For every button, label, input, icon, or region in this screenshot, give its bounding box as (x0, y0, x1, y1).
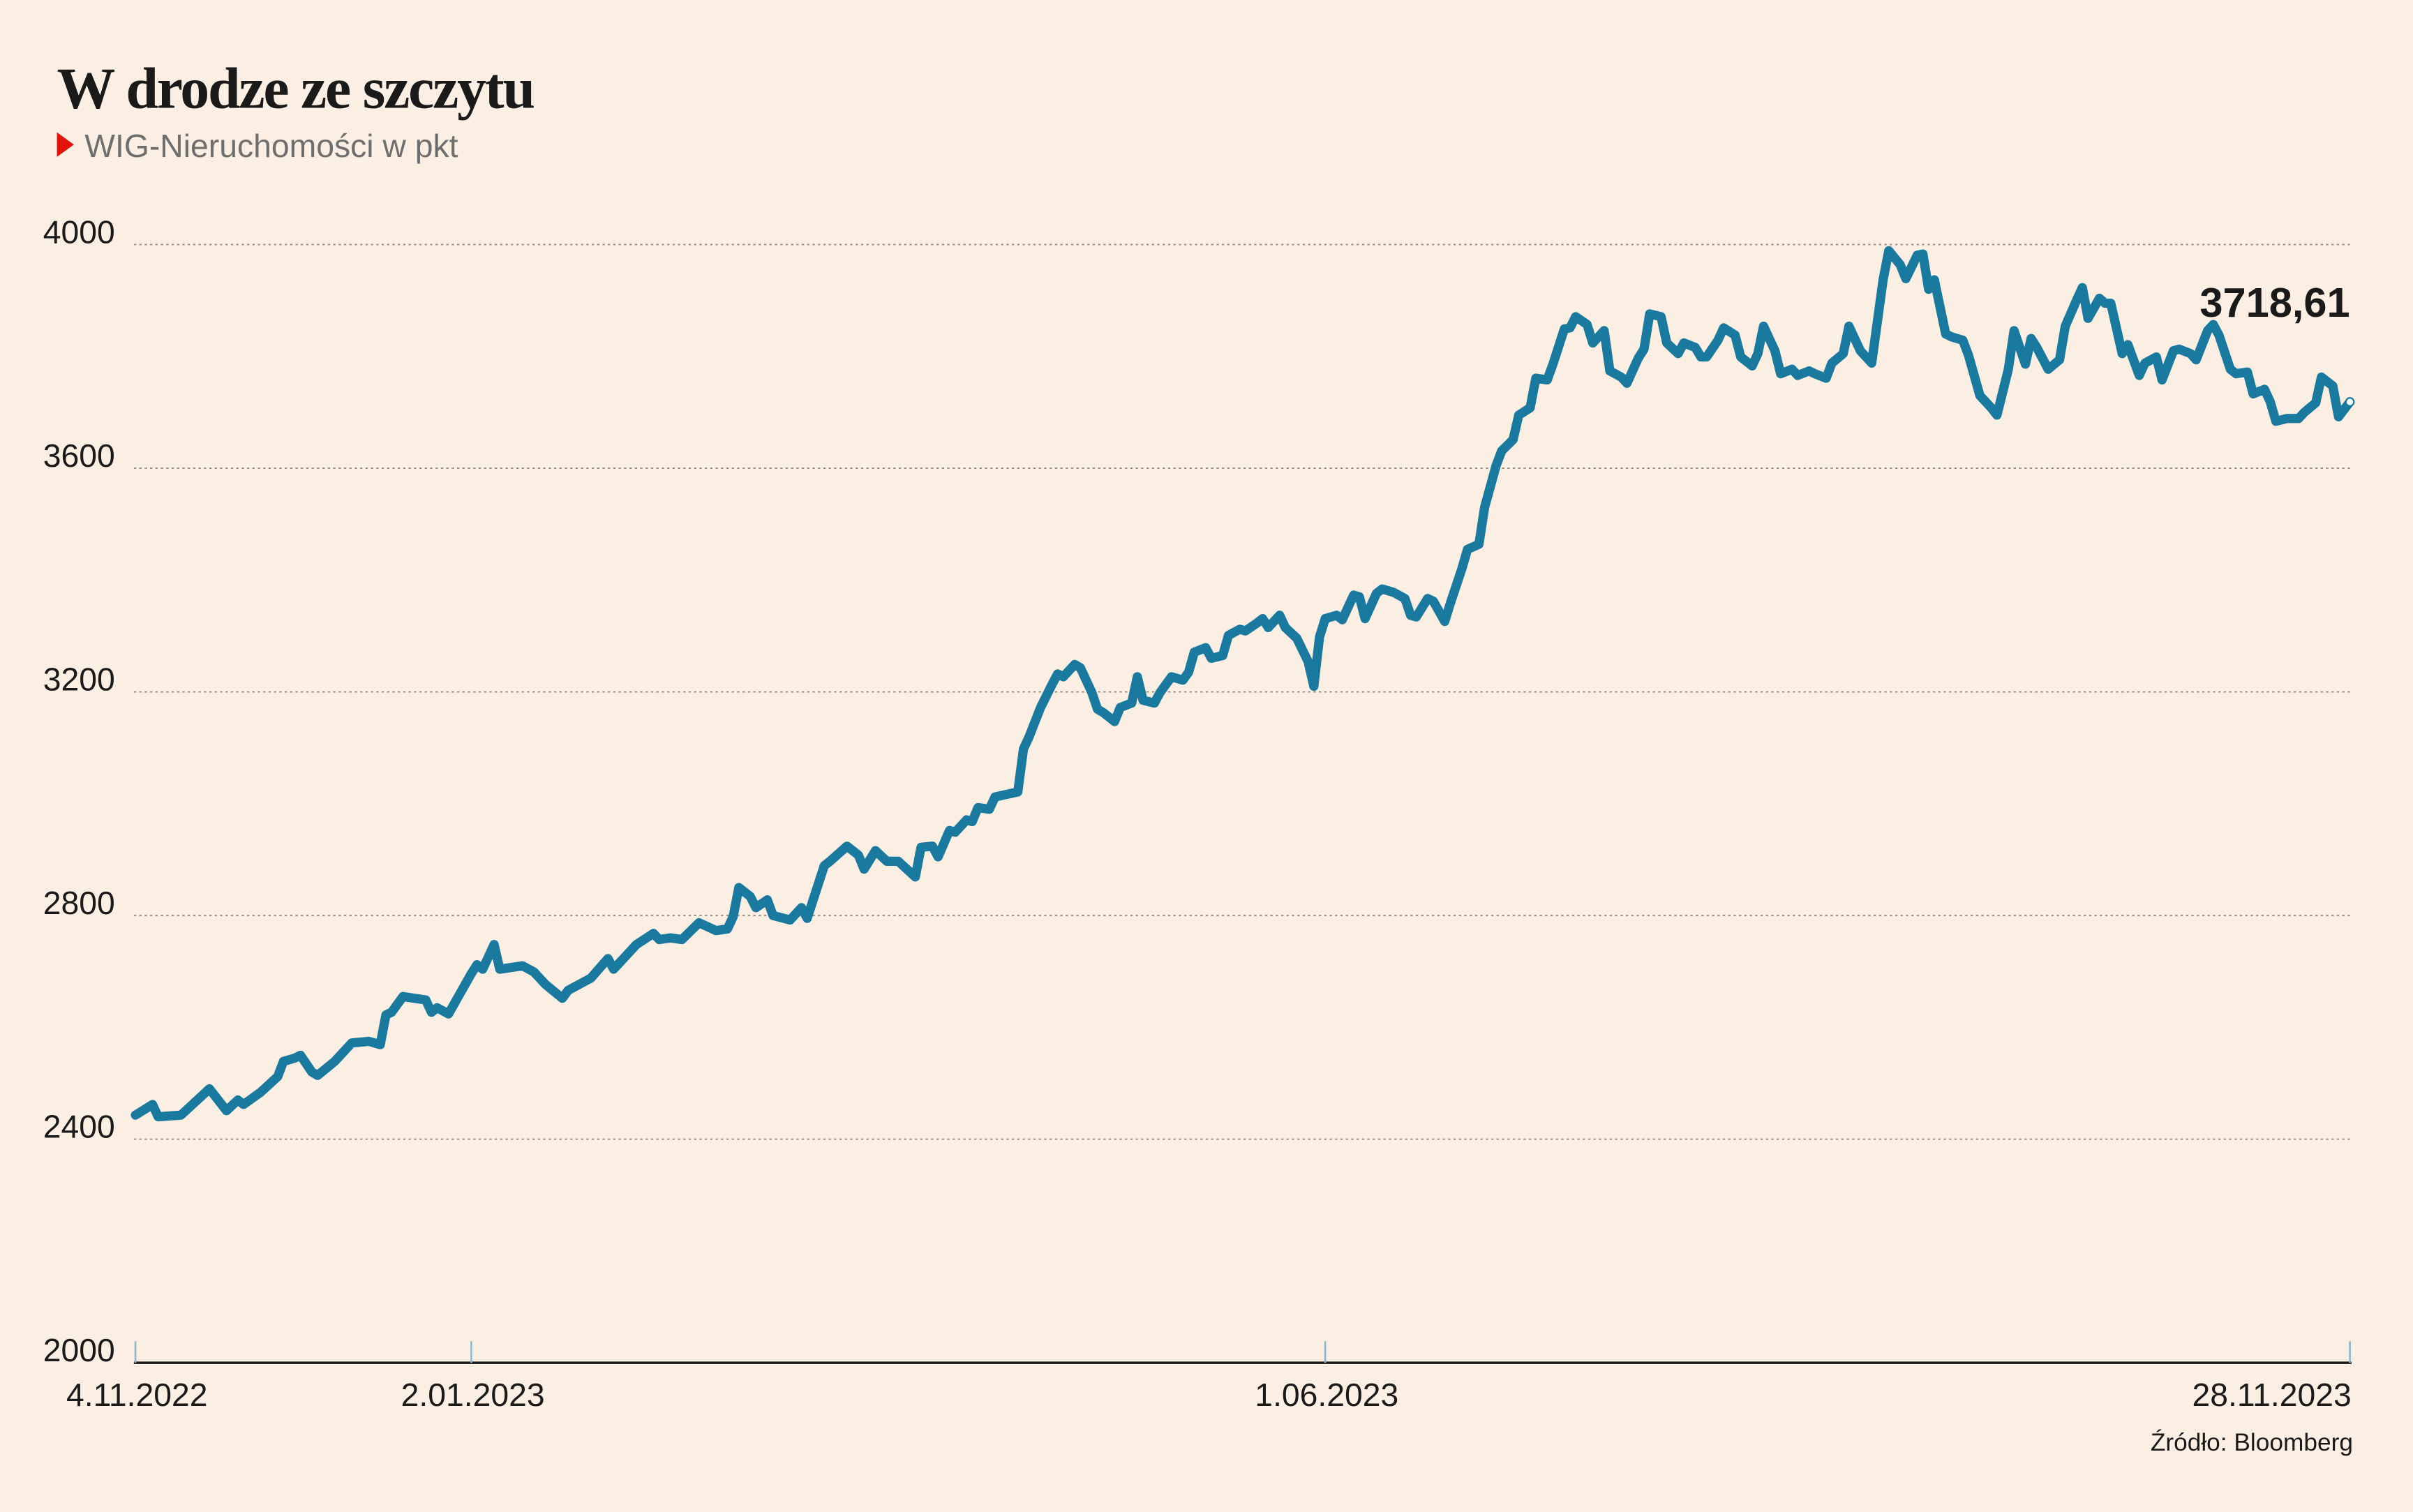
end-marker (2345, 397, 2355, 407)
x-tick-label: 1.06.2023 (1255, 1377, 1398, 1413)
y-tick-label: 3200 (43, 661, 115, 697)
chart-subtitle: WIG-Nieruchomości w pkt (84, 128, 458, 164)
y-tick-label: 2000 (43, 1332, 115, 1368)
x-tick-label: 2.01.2023 (401, 1377, 545, 1413)
y-tick-label: 4000 (43, 214, 115, 250)
source: Źródło: Bloomberg (2151, 1429, 2353, 1456)
data-line (130, 246, 2355, 1122)
end-value-label: 3718,61 (2199, 279, 2350, 326)
chart-title: W drodze ze szczytu (57, 56, 535, 121)
y-tick-label: 3600 (43, 437, 115, 474)
subtitle-marker (57, 132, 74, 157)
x-tick-label: 28.11.2023 (2192, 1377, 2351, 1413)
y-tick-label: 2400 (43, 1108, 115, 1144)
x-tick-label: 4.11.2022 (66, 1377, 208, 1413)
y-tick-label: 2800 (43, 885, 115, 921)
